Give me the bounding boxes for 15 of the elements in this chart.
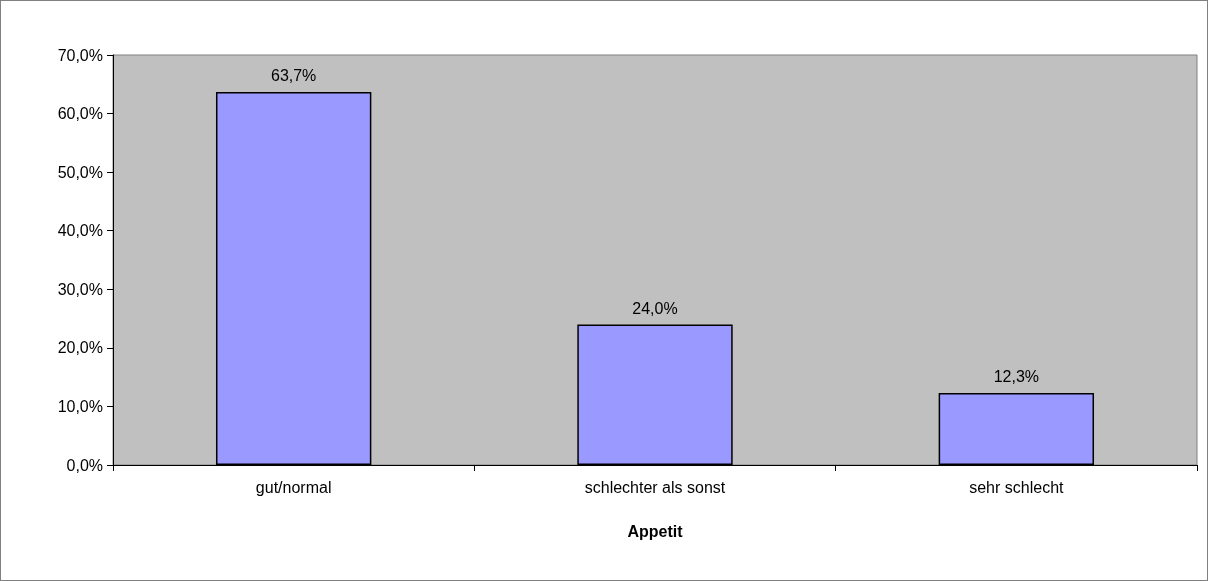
y-tick-label: 40,0% <box>57 222 103 240</box>
x-tick-label: gut/normal <box>255 478 332 496</box>
y-tick-label: 70,0% <box>57 46 103 64</box>
y-tick-label: 60,0% <box>57 105 103 123</box>
y-tick-label: 20,0% <box>57 339 103 357</box>
y-tick-label: 10,0% <box>57 397 103 415</box>
x-tick-label: sehr schlecht <box>969 478 1065 496</box>
data-label: 24,0% <box>632 299 678 317</box>
y-tick-label: 0,0% <box>66 456 103 474</box>
x-axis-title: Appetit <box>627 522 684 540</box>
data-label: 12,3% <box>993 368 1040 386</box>
data-label: 63,7% <box>270 67 317 85</box>
x-tick-label: schlechter als sonst <box>584 478 726 496</box>
y-tick-label: 30,0% <box>57 280 103 298</box>
y-tick-label: 50,0% <box>57 163 103 181</box>
